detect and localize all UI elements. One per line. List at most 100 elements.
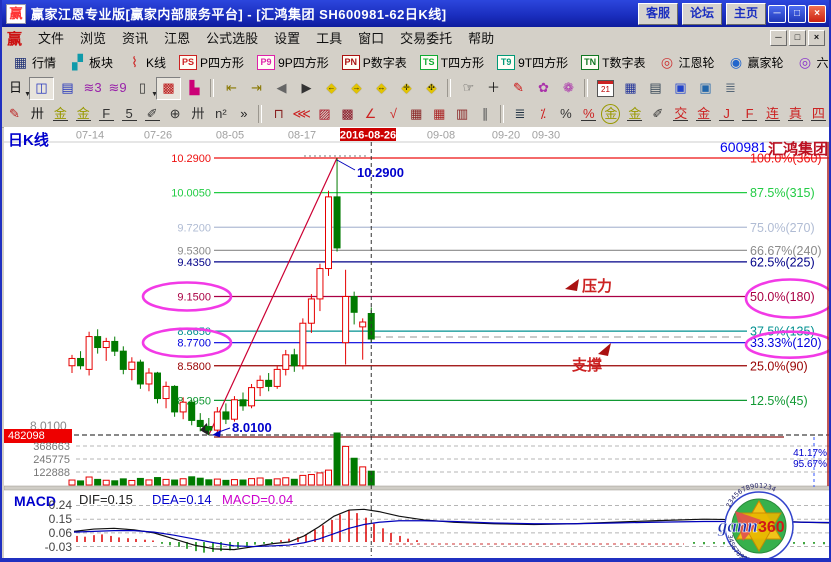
tn-tool-button[interactable]: TN T数字表 (578, 51, 648, 73)
next-arrow-icon[interactable]: ▶ (301, 79, 312, 95)
candle-body[interactable] (230, 399, 238, 420)
link-angle-tool[interactable]: 连 (762, 104, 783, 124)
notes-icon[interactable]: ▤ (649, 79, 662, 95)
calendar-icon[interactable]: 21 (594, 78, 617, 99)
volume-bar[interactable] (307, 474, 315, 486)
spiral-grid-tool[interactable]: 5 (119, 104, 140, 124)
percent-angle-tool[interactable]: ⁒ (539, 106, 546, 121)
menu-公式选股[interactable]: 公式选股 (206, 31, 259, 46)
volume-bar[interactable] (325, 469, 332, 486)
volume-bar[interactable] (205, 479, 213, 486)
volume-bar[interactable] (77, 480, 85, 486)
menu-工具[interactable]: 工具 (316, 31, 343, 46)
grid-tool-2[interactable]: ▦ (433, 106, 446, 121)
tools-overflow[interactable]: » (240, 106, 248, 121)
quotes-table-icon[interactable]: ▦ 行情 (9, 51, 59, 73)
gold-circle-tool[interactable]: 金 (601, 104, 621, 124)
close-button[interactable]: × (808, 5, 826, 23)
winner-wheel-icon[interactable]: ◉ 赢家轮 (724, 51, 786, 73)
candle-body[interactable] (94, 336, 102, 349)
child-restore-button[interactable]: □ (789, 30, 806, 46)
fan-box-tool[interactable]: ▨ (318, 106, 331, 121)
volume-bar[interactable] (136, 477, 144, 486)
support-button[interactable]: 客服 (637, 3, 678, 25)
percent-line-tool[interactable]: % (578, 104, 599, 124)
prev-arrow-icon[interactable]: ◀ (276, 79, 287, 95)
menu-文件[interactable]: 文件 (38, 31, 65, 46)
volume-bar[interactable] (265, 479, 273, 486)
volume-bar[interactable] (162, 478, 170, 486)
angle-line-tool[interactable]: ∠ (364, 106, 377, 121)
pn-tool-button[interactable]: PN P数字表 (339, 51, 410, 73)
restore-button[interactable]: □ (788, 5, 806, 23)
grid-tool-3[interactable]: ▥ (456, 106, 469, 121)
brain-tool-icon[interactable]: ❁ (563, 79, 574, 95)
volume-bar[interactable] (230, 479, 238, 486)
zoom-left-diamond-icon[interactable]: ◆ ← (326, 79, 337, 95)
box-tool[interactable]: ⊓ (273, 106, 284, 121)
volume-bar[interactable] (111, 480, 119, 486)
sectors-blocks-icon[interactable]: ▞ 板块 (66, 51, 116, 73)
candle-body[interactable] (342, 296, 350, 344)
volume-bar[interactable] (248, 478, 256, 486)
volume-bar[interactable] (222, 479, 230, 486)
candle-body[interactable] (316, 268, 324, 300)
candle-body[interactable] (213, 411, 221, 431)
candle-body[interactable] (299, 322, 307, 367)
volume-bar[interactable] (188, 476, 196, 486)
menu-窗口[interactable]: 窗口 (358, 31, 385, 46)
candle-body[interactable] (128, 361, 136, 370)
zoom-all-diamond-icon[interactable]: ◆ ✣ (426, 79, 437, 95)
candle-body[interactable] (307, 298, 315, 324)
menu-浏览[interactable]: 浏览 (80, 31, 107, 46)
crosshair-tool-icon[interactable]: ＋ (486, 79, 500, 95)
f10-info-icon[interactable]: ▤ (61, 79, 74, 95)
volume-bar[interactable] (282, 477, 290, 486)
chart-window-icon[interactable]: ◫ (29, 76, 54, 100)
candle-body[interactable] (325, 196, 332, 270)
gann-grid-tool-2[interactable]: 卅 (191, 106, 205, 121)
wave9-icon[interactable]: ≋9 (108, 79, 127, 95)
candle-body[interactable] (188, 401, 196, 421)
candle-body[interactable] (282, 354, 290, 370)
menu-帮助[interactable]: 帮助 (468, 31, 495, 46)
p9-tool-button[interactable]: P9 9P四方形 (254, 51, 332, 73)
gann-gold-grid-tool-2[interactable]: 金 (73, 104, 94, 124)
candle-body[interactable] (273, 368, 281, 387)
ts-tool-button[interactable]: TS T四方形 (417, 51, 487, 73)
candle-body[interactable] (350, 296, 358, 313)
volume-bar[interactable] (350, 457, 358, 486)
color-chart-icon[interactable]: ▙ (189, 79, 200, 95)
volume-bar[interactable] (128, 479, 136, 486)
candle-body[interactable] (119, 350, 127, 370)
candle-body[interactable] (205, 425, 213, 431)
candle-body[interactable] (171, 385, 179, 413)
last-page-icon[interactable]: ⇥ (251, 79, 262, 95)
v-line-tool[interactable]: √ (389, 106, 397, 121)
menu-设置[interactable]: 设置 (274, 31, 301, 46)
candle-body[interactable] (359, 321, 367, 328)
candle-body[interactable] (196, 419, 204, 427)
macd-indicator-label[interactable]: MACD (14, 493, 56, 509)
child-minimize-button[interactable]: ─ (770, 30, 787, 46)
true-angle-tool[interactable]: 真 (785, 104, 806, 124)
candle-body[interactable] (77, 357, 85, 367)
candlestick-icon[interactable]: ⌇ K线 (123, 51, 169, 73)
volume-bar[interactable] (213, 478, 221, 486)
candle-body[interactable] (179, 401, 187, 413)
candle-body[interactable] (154, 372, 161, 400)
volume-bar[interactable] (359, 466, 367, 486)
volume-bar[interactable] (171, 479, 179, 486)
j-angle-tool[interactable]: J (716, 104, 737, 124)
minimize-button[interactable]: ─ (768, 5, 786, 23)
homepage-button[interactable]: 主页 (725, 3, 766, 25)
candle-body[interactable] (145, 372, 153, 385)
pen-line-tool[interactable]: ✐ (652, 106, 664, 121)
data-transfer-icon[interactable]: ≣ (725, 79, 736, 95)
volume-bar[interactable] (273, 478, 281, 486)
volume-bar[interactable] (68, 479, 76, 486)
forum-button[interactable]: 论坛 (681, 3, 722, 25)
ps-tool-button[interactable]: PS P四方形 (176, 51, 247, 73)
hollow-candle-icon[interactable]: ▯ ▼ (131, 78, 158, 99)
menu-江恩[interactable]: 江恩 (164, 31, 191, 46)
